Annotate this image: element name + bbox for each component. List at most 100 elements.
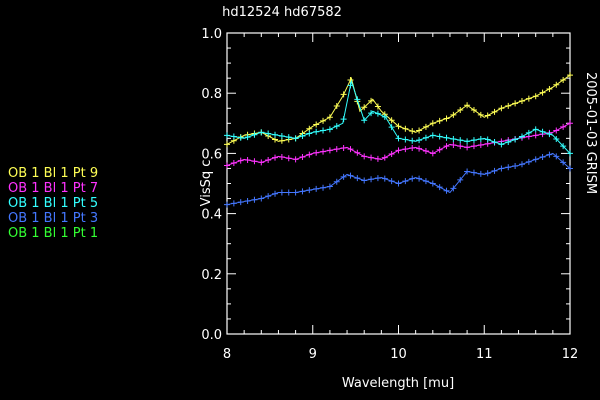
data-point <box>361 117 368 124</box>
data-point <box>422 178 429 185</box>
y-axis-label: VisSq c <box>199 160 214 207</box>
data-point <box>230 200 237 207</box>
data-point <box>436 133 443 140</box>
chart-title: hd12524 hd67582 <box>222 5 342 20</box>
data-point <box>416 175 423 182</box>
series-line <box>226 79 571 154</box>
data-point <box>299 188 306 195</box>
data-point <box>477 135 484 142</box>
data-point <box>464 138 471 145</box>
data-point <box>374 110 381 117</box>
data-point <box>539 154 546 161</box>
data-point <box>272 131 279 138</box>
data-point <box>299 132 306 139</box>
y-tick-label: 0.8 <box>201 87 222 102</box>
data-point <box>505 164 512 171</box>
data-point <box>320 127 327 134</box>
data-point <box>470 169 477 176</box>
data-point <box>436 184 443 191</box>
data-point <box>443 134 450 141</box>
data-point <box>361 177 368 184</box>
data-point <box>402 136 409 143</box>
data-point <box>416 127 423 134</box>
data-point <box>313 149 320 156</box>
x-tick-label: 10 <box>390 347 407 362</box>
data-point <box>237 199 244 206</box>
data-point <box>443 143 450 150</box>
data-point <box>272 154 279 161</box>
data-point <box>285 155 292 162</box>
data-point <box>230 133 237 140</box>
data-point <box>553 135 560 142</box>
data-point <box>464 144 471 151</box>
data-point <box>546 131 553 138</box>
data-point <box>251 196 258 203</box>
data-point <box>457 143 464 150</box>
data-point <box>484 136 491 143</box>
data-point <box>265 157 272 164</box>
data-point <box>388 151 395 158</box>
data-point <box>347 82 354 89</box>
data-point <box>443 187 450 194</box>
data-point <box>347 172 354 179</box>
data-point <box>374 155 381 162</box>
data-point <box>532 93 539 100</box>
data-point <box>560 123 567 130</box>
data-point <box>381 154 388 161</box>
data-point <box>512 100 519 107</box>
data-point <box>477 141 484 148</box>
data-point <box>422 147 429 154</box>
data-point <box>553 127 560 134</box>
data-point <box>244 157 251 164</box>
axis-ticks: 8 9 10 11 12 0.0 0.2 0.4 0.6 0.8 1.0 <box>201 27 578 362</box>
data-point <box>340 173 347 180</box>
y-tick-label: 0.2 <box>201 268 222 283</box>
data-point <box>429 180 436 187</box>
data-point <box>306 130 313 137</box>
data-point <box>525 158 532 165</box>
data-point <box>546 85 553 92</box>
y-tick-label: 0.6 <box>201 147 222 162</box>
legend: OB 1 Bl 1 Pt 9OB 1 Bl 1 Pt 7 OB 1 Bl 1 Pt… <box>8 166 98 241</box>
legend-entry: OB 1 Bl 1 Pt 3 <box>8 211 98 226</box>
data-point <box>388 117 395 124</box>
data-point <box>395 123 402 130</box>
data-point <box>525 129 532 136</box>
data-point <box>326 114 333 121</box>
data-point <box>409 128 416 135</box>
data-point <box>457 107 464 114</box>
data-point <box>224 141 230 148</box>
data-point <box>278 154 285 161</box>
legend-entry: OB 1 Bl 1 Pt 9 <box>8 166 98 181</box>
data-point <box>518 133 525 140</box>
data-point <box>258 159 265 166</box>
data-point <box>306 187 313 194</box>
data-point <box>498 105 505 112</box>
data-point <box>278 189 285 196</box>
data-point <box>539 128 546 135</box>
data-point <box>313 185 320 192</box>
data-point <box>457 176 464 183</box>
data-point <box>532 132 539 139</box>
data-point <box>553 81 560 88</box>
data-point <box>395 135 402 142</box>
series-line <box>226 74 571 145</box>
data-point <box>333 123 340 130</box>
data-point <box>285 134 292 141</box>
data-point <box>368 176 375 183</box>
data-point <box>320 184 327 191</box>
data-point <box>374 175 381 182</box>
data-point <box>470 143 477 150</box>
data-point <box>224 201 230 208</box>
legend-entry: OB 1 Bl 1 Pt 7 <box>8 181 98 196</box>
data-point <box>285 189 292 196</box>
data-point <box>326 147 333 154</box>
data-point <box>518 161 525 168</box>
series-line <box>226 152 571 206</box>
data-point <box>326 183 333 190</box>
legend-entry: OB 1 Bl 1 Pt 1 <box>8 226 98 241</box>
data-point <box>450 135 457 142</box>
series-group <box>224 72 573 208</box>
data-point <box>272 190 279 197</box>
x-axis-label: Wavelength [mu] <box>342 376 454 391</box>
